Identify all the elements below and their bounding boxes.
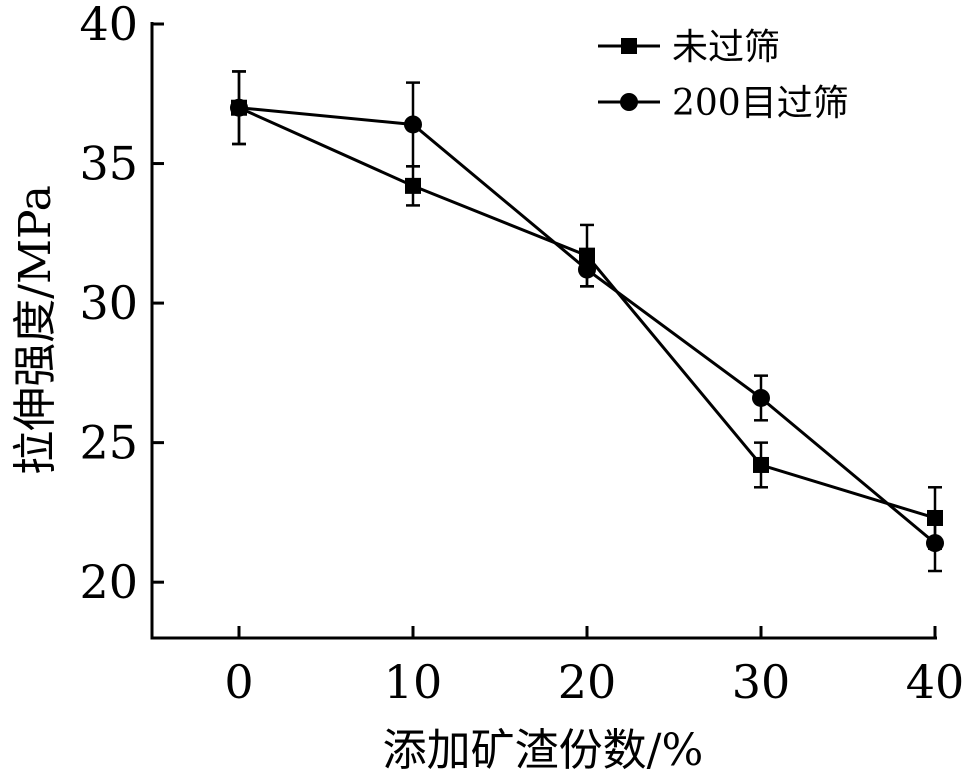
x-tick-label: 30 <box>732 655 791 709</box>
data-point-circle <box>578 260 596 279</box>
x-tick-label: 10 <box>384 655 443 709</box>
y-tick-label: 30 <box>79 276 138 330</box>
y-tick-label: 35 <box>79 137 138 191</box>
data-point-square <box>621 38 637 54</box>
data-point-circle <box>230 98 248 117</box>
series-2 <box>230 70 944 573</box>
legend-label: 未过筛 <box>672 27 780 68</box>
legend: 未过筛 200目过筛 <box>598 27 849 124</box>
data-point-circle <box>752 388 770 407</box>
x-tick-label: 0 <box>224 655 253 709</box>
x-tick-label: 20 <box>558 655 617 709</box>
legend-label: 200目过筛 <box>672 83 849 124</box>
y-ticks: 20 25 30 35 40 <box>79 0 164 609</box>
data-point-square <box>405 177 421 194</box>
series-layer <box>230 70 944 573</box>
y-tick-label: 20 <box>79 555 138 609</box>
series-1 <box>231 70 943 550</box>
data-point-circle <box>926 534 944 553</box>
y-axis-title: 拉伸强度/MPa <box>10 185 61 475</box>
data-point-circle <box>620 93 638 111</box>
data-point-circle <box>404 115 422 134</box>
x-ticks: 0 10 20 30 40 <box>224 626 964 709</box>
y-tick-label: 40 <box>79 0 138 51</box>
data-point-square <box>753 456 769 473</box>
axes <box>150 22 937 640</box>
series-line <box>238 106 936 545</box>
x-axis-title: 添加矿渣份数/% <box>383 725 704 776</box>
y-tick-label: 25 <box>79 416 138 470</box>
x-tick-label: 40 <box>906 655 964 709</box>
